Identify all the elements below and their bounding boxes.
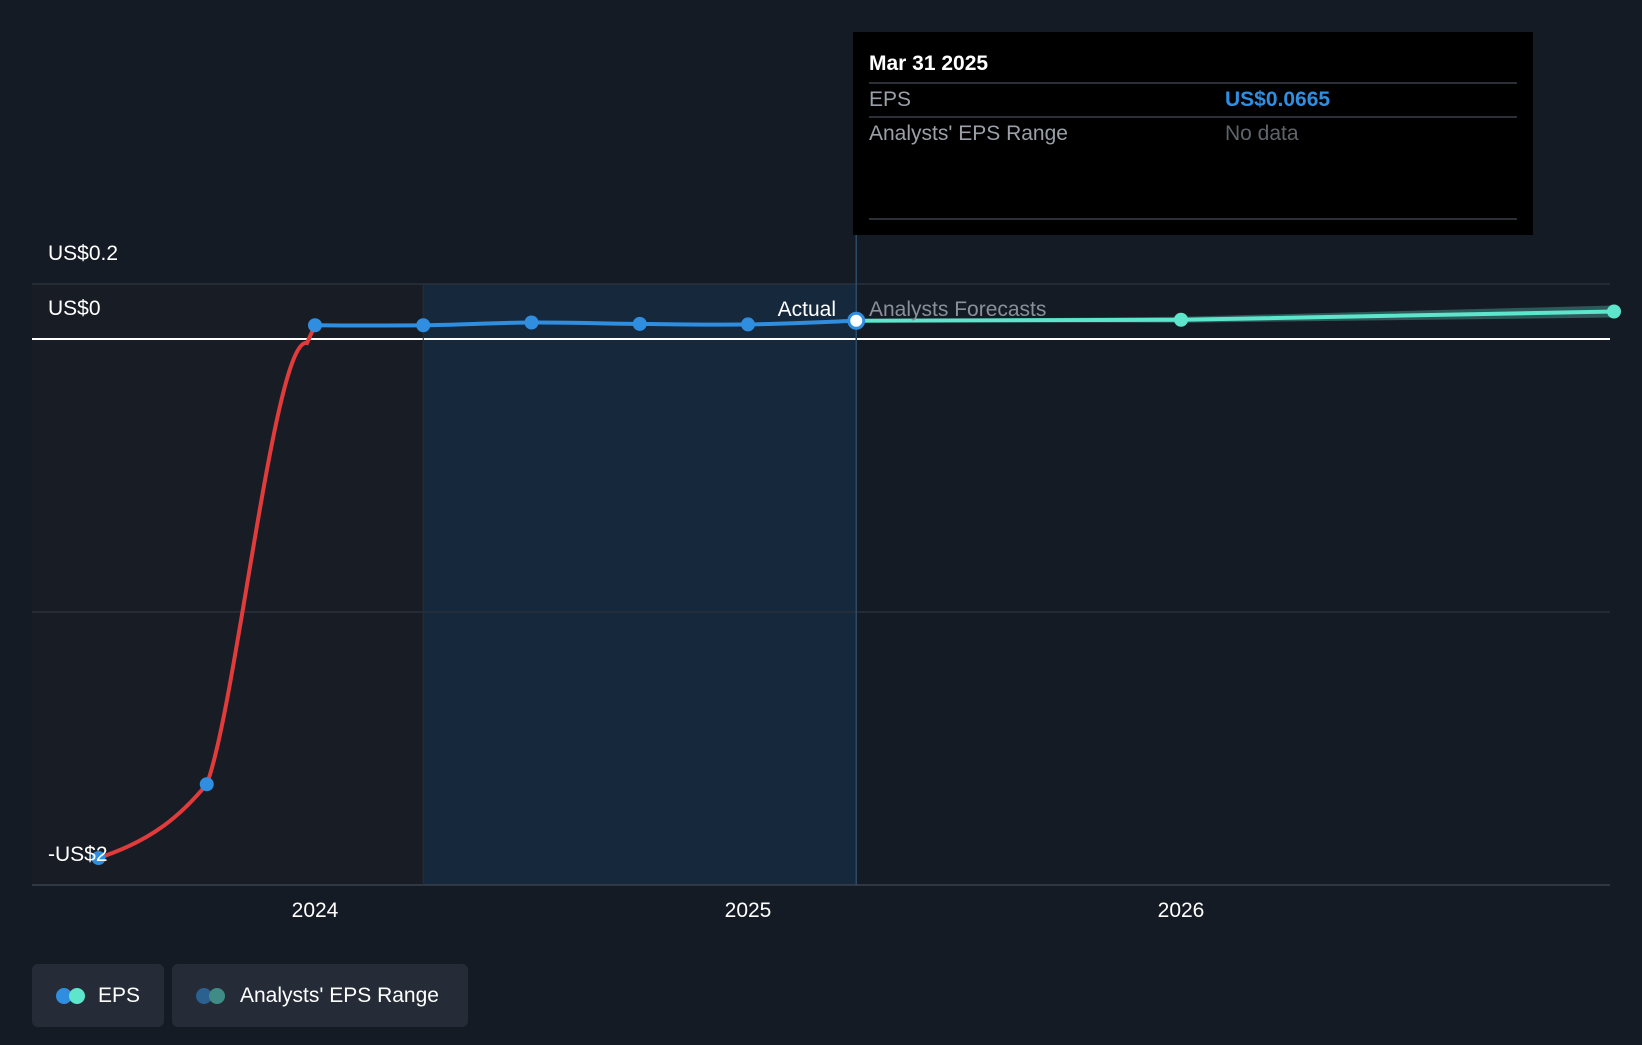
forecast-point [1174, 312, 1188, 327]
y-tick-label: -US$2 [48, 843, 108, 866]
eps-point [91, 851, 106, 865]
eps-point [632, 316, 647, 331]
forecast-point [1607, 304, 1621, 319]
x-tick-label: 2025 [725, 899, 772, 922]
pre-period-shade [32, 284, 424, 885]
tooltip-background [853, 32, 1533, 235]
actual-label: Actual [778, 298, 836, 321]
range-legend-icon [196, 987, 228, 1004]
past-period-shade [423, 284, 857, 885]
gridlines [32, 235, 1610, 886]
legend-analysts-range[interactable]: Analysts' EPS Range [172, 964, 468, 1027]
eps-actual-line [313, 318, 859, 328]
eps-negative-line [96, 323, 317, 860]
eps-point [308, 318, 322, 333]
x-tick-label: 2026 [1158, 899, 1205, 922]
axis-labels: US$0.2 US$0 -US$2 2024 2025 2026 [48, 242, 1204, 922]
tooltip-range-value: No data [1225, 122, 1299, 145]
series-points [91, 304, 1621, 865]
eps-point [524, 315, 539, 330]
tooltip-eps-label: EPS [869, 88, 911, 111]
tooltip-date: Mar 31 2025 [869, 52, 988, 75]
tooltip-range-label: Analysts' EPS Range [869, 122, 1068, 145]
y-tick-label: US$0 [48, 297, 101, 320]
forecast-label: Analysts Forecasts [869, 298, 1046, 321]
legend-eps[interactable]: EPS [32, 964, 164, 1027]
eps-point [741, 317, 755, 332]
eps-legend-icon [56, 987, 86, 1004]
tooltip-eps-value: US$0.0665 [1225, 88, 1330, 111]
y-tick-label: US$0.2 [48, 242, 118, 265]
selected-eps-point [847, 311, 866, 330]
legend-eps-label: EPS [97, 983, 140, 1007]
eps-point [416, 318, 431, 333]
tooltip: Mar 31 2025 EPS US$0.0665 Analysts' EPS … [853, 32, 1533, 235]
eps-point [199, 777, 214, 792]
background-layer [32, 284, 857, 885]
legend-range-label: Analysts' EPS Range [240, 983, 439, 1007]
x-tick-label: 2024 [292, 899, 339, 922]
